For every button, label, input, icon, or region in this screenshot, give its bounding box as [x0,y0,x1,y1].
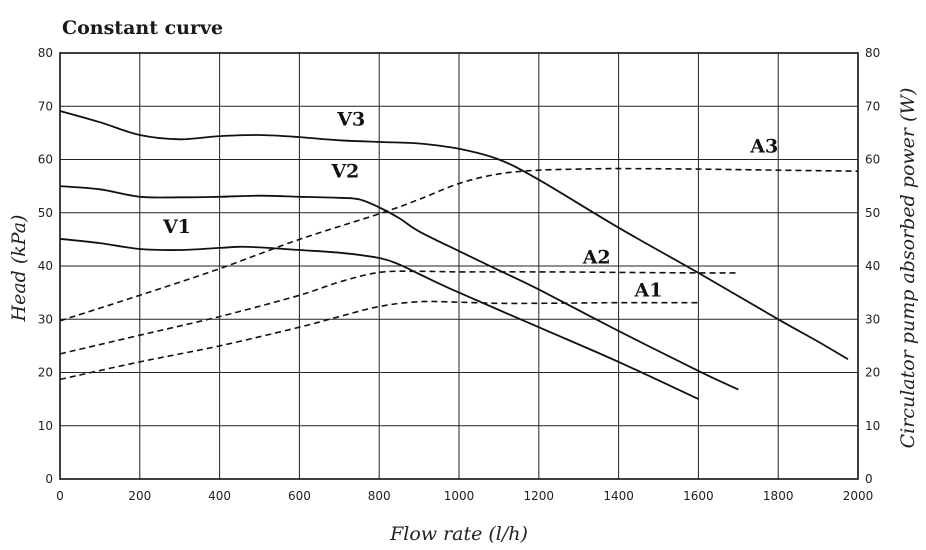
x-tick-label: 200 [128,489,151,503]
series-label-a2: A2 [582,246,611,268]
series-label-a3: A3 [749,136,778,158]
y-tick-label: 0 [45,472,53,486]
y-tick-label: 20 [38,366,53,380]
y-tick-label: 80 [38,46,53,60]
y2-tick-label: 30 [865,312,880,326]
y2-tick-labels: 0 10 20 30 40 50 60 70 80 [865,46,880,486]
y2-tick-label: 10 [865,419,880,433]
series-v2-line [59,185,739,391]
x-tick-label: 1600 [683,489,714,503]
series-label-a1: A1 [634,279,663,301]
y-tick-label: 70 [38,99,53,113]
x-tick-label: 1000 [444,489,475,503]
x-tick-label: 0 [56,489,64,503]
y2-axis-label: Circulator pump absorbed power (W) [897,88,919,449]
series-a1-line [59,300,699,381]
y-tick-labels: 0 10 20 30 40 50 60 70 80 [38,46,53,486]
x-tick-label: 2000 [843,489,874,503]
x-tick-label: 800 [368,489,391,503]
series-v1-line [59,237,699,400]
y-axis-label: Head (kPa) [8,215,30,323]
y-tick-label: 40 [38,259,53,273]
y-tick-label: 30 [38,312,53,326]
y2-tick-label: 70 [865,99,880,113]
y2-tick-label: 80 [865,46,880,60]
y-tick-label: 10 [38,419,53,433]
series-label-v2: V2 [330,161,359,183]
chart-title: Constant curve [62,17,223,39]
y2-tick-label: 60 [865,153,880,167]
series-labels: V3 V2 V1 A3 A2 A1 [162,108,778,301]
x-tick-label: 400 [208,489,231,503]
x-tick-labels: 0 200 400 600 800 1000 1200 1400 1600 1800 2000 [56,489,873,503]
y2-tick-label: 50 [865,206,880,220]
x-tick-label: 1200 [524,489,555,503]
series-label-v3: V3 [336,108,365,130]
series-v3-line [59,110,849,360]
grid [59,52,859,480]
y-tick-label: 50 [38,206,53,220]
x-tick-label: 1400 [603,489,634,503]
x-axis-label: Flow rate (l/h) [389,523,528,545]
plot-frame [59,52,859,480]
x-tick-label: 1800 [763,489,794,503]
x-tick-label: 600 [288,489,311,503]
y-tick-label: 60 [38,153,53,167]
series-a2-line [59,270,739,355]
y2-tick-label: 20 [865,366,880,380]
y2-tick-label: 0 [865,472,873,486]
series-label-v1: V1 [162,216,191,238]
series-lines [59,110,859,400]
y2-tick-label: 40 [865,259,880,273]
